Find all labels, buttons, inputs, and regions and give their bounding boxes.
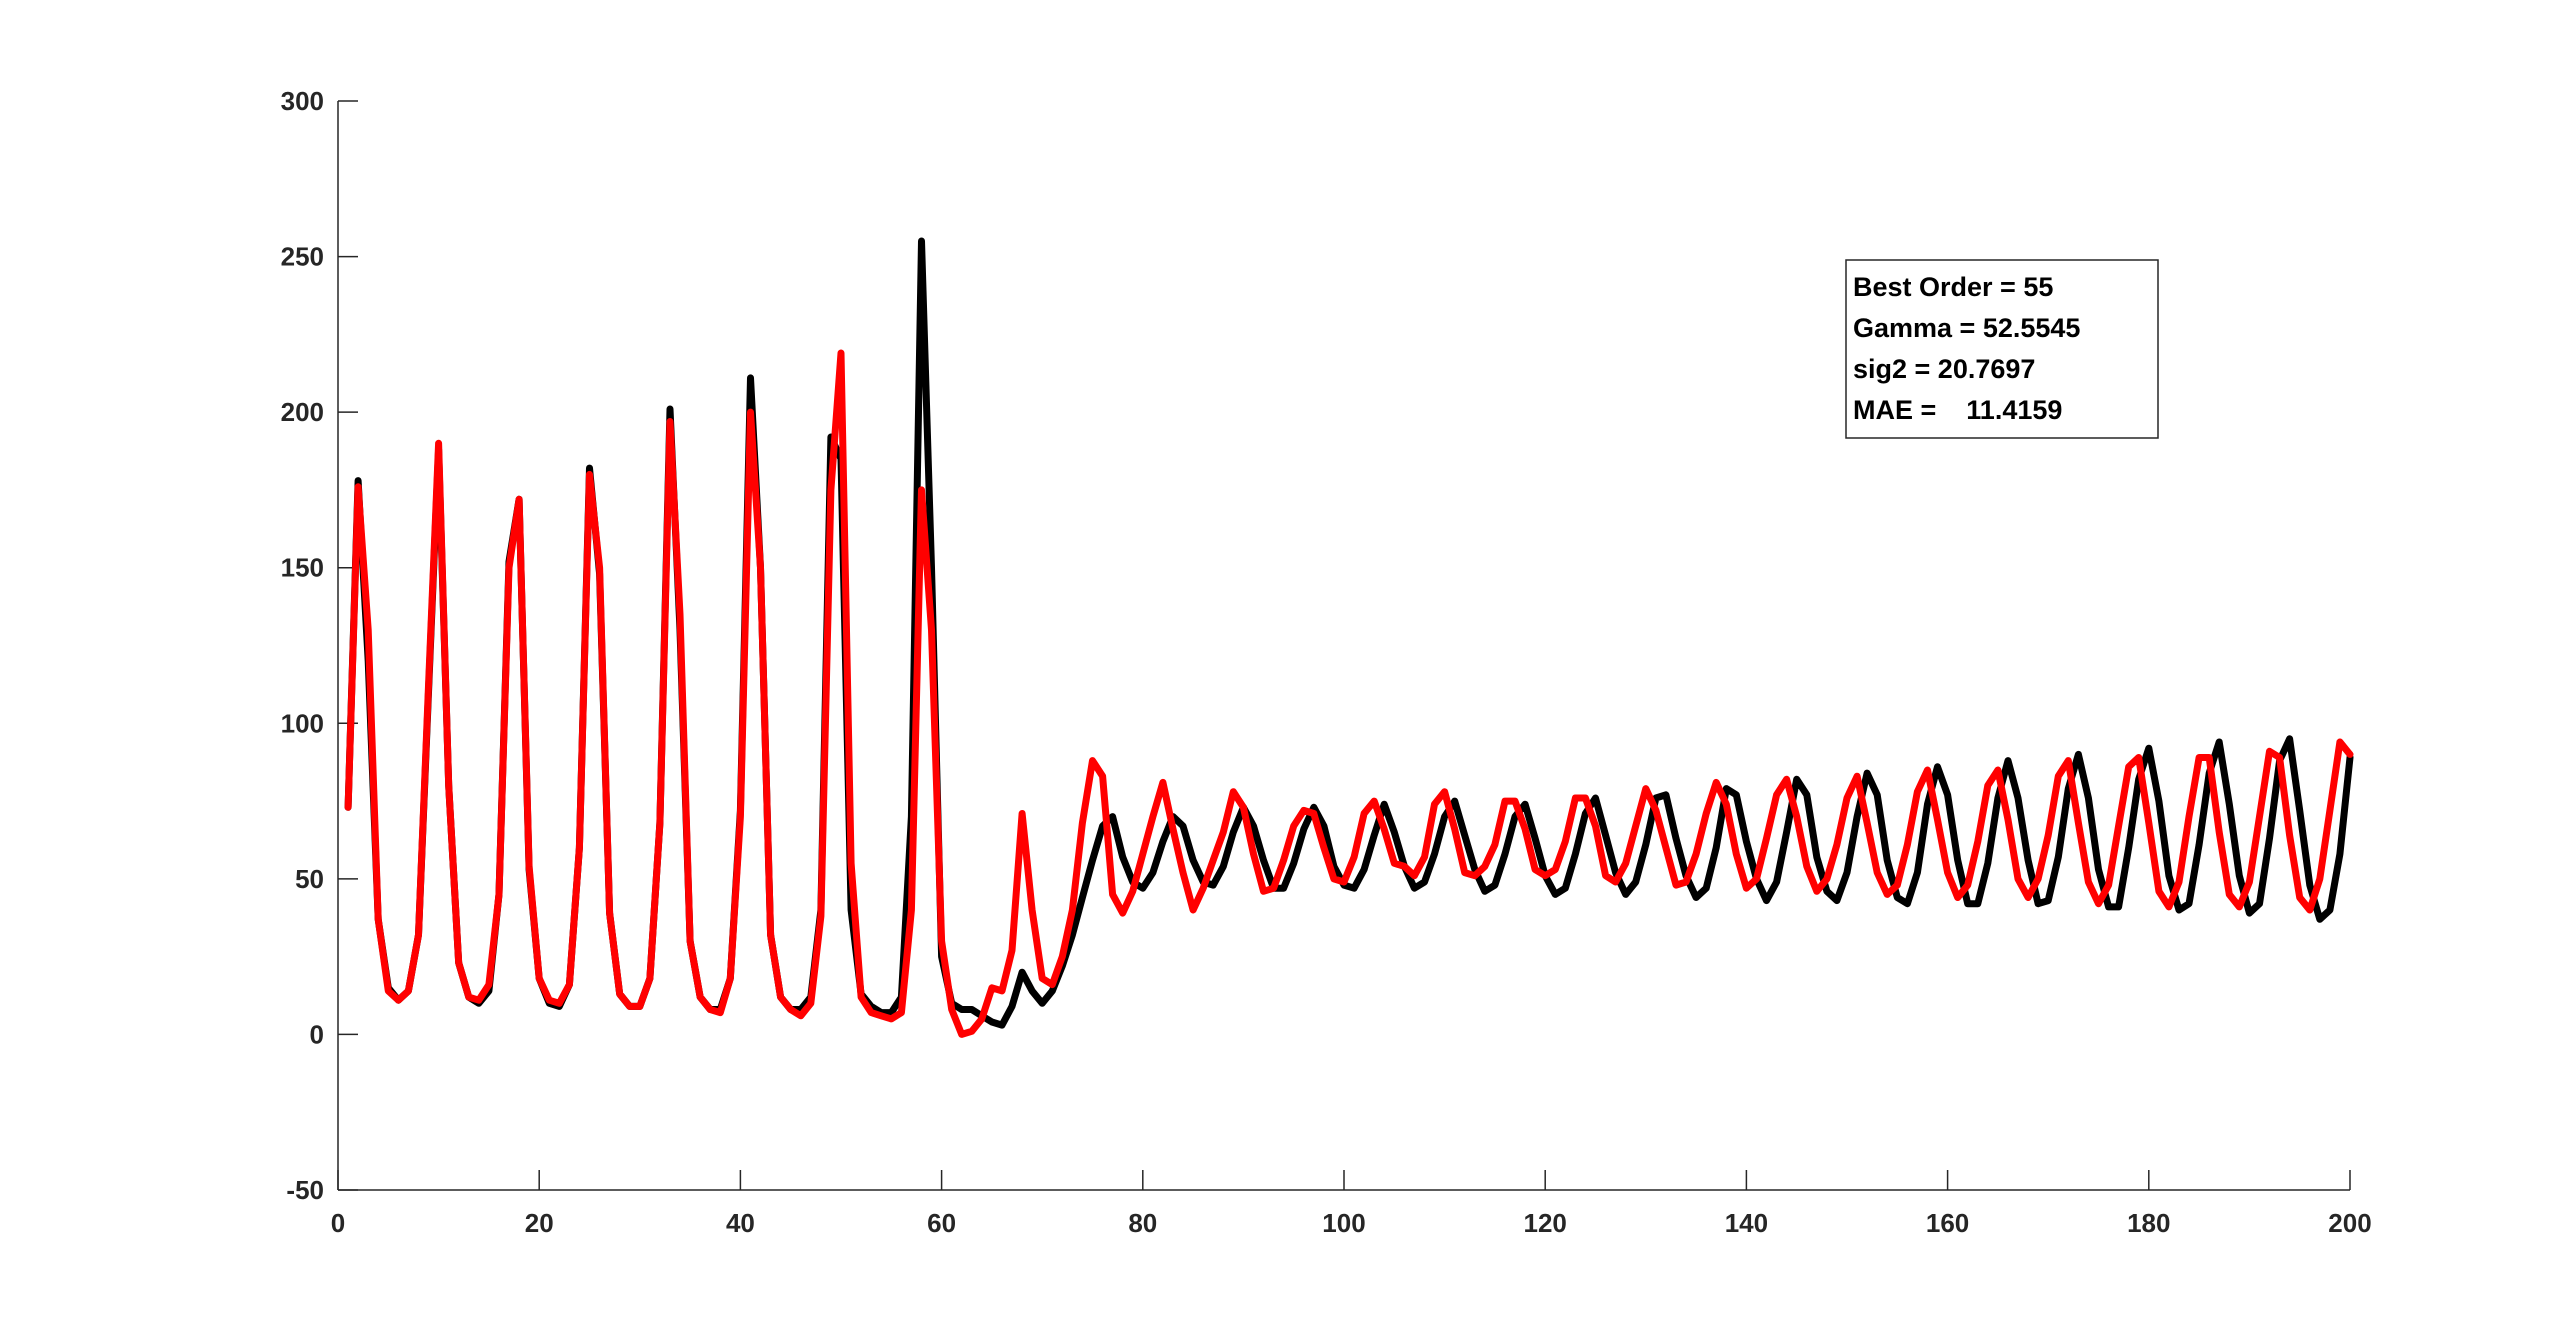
x-tick-label: 200 [2328,1208,2371,1238]
x-tick-label: 180 [2127,1208,2170,1238]
x-tick-label: 120 [1524,1208,1567,1238]
annotation-box: Best Order = 55 Gamma = 52.5545 sig2 = 2… [1845,259,2159,439]
annotation-best-order: Best Order = 55 [1853,272,2053,302]
x-tick-label: 60 [927,1208,956,1238]
annotation-sig2: sig2 = 20.7697 [1853,354,2035,384]
y-tick-label: -50 [286,1175,324,1205]
y-tick-label: 200 [281,397,324,427]
x-tick-label: 140 [1725,1208,1768,1238]
x-tick-label: 20 [525,1208,554,1238]
axes: 0 20 40 60 80 100 120 140 160 180 200-500501001502… [281,86,2372,1238]
x-tick-label: 160 [1926,1208,1969,1238]
y-tick-label: 300 [281,86,324,116]
x-tick-label: 0 [331,1208,345,1238]
annotation-mae: MAE = 11.4159 [1853,395,2062,425]
y-tick-label: 0 [310,1019,324,1049]
y-tick-label: 50 [295,864,324,894]
x-tick-label: 80 [1128,1208,1157,1238]
annotation-gamma: Gamma = 52.5545 [1853,313,2080,343]
annotation-border [1845,259,2159,439]
x-tick-label: 40 [726,1208,755,1238]
x-tick-label: 100 [1322,1208,1365,1238]
y-tick-label: 100 [281,708,324,738]
y-tick-label: 150 [281,553,324,583]
series-layer [344,237,2354,1038]
series-line-red [344,349,2354,1038]
y-tick-label: 250 [281,242,324,272]
